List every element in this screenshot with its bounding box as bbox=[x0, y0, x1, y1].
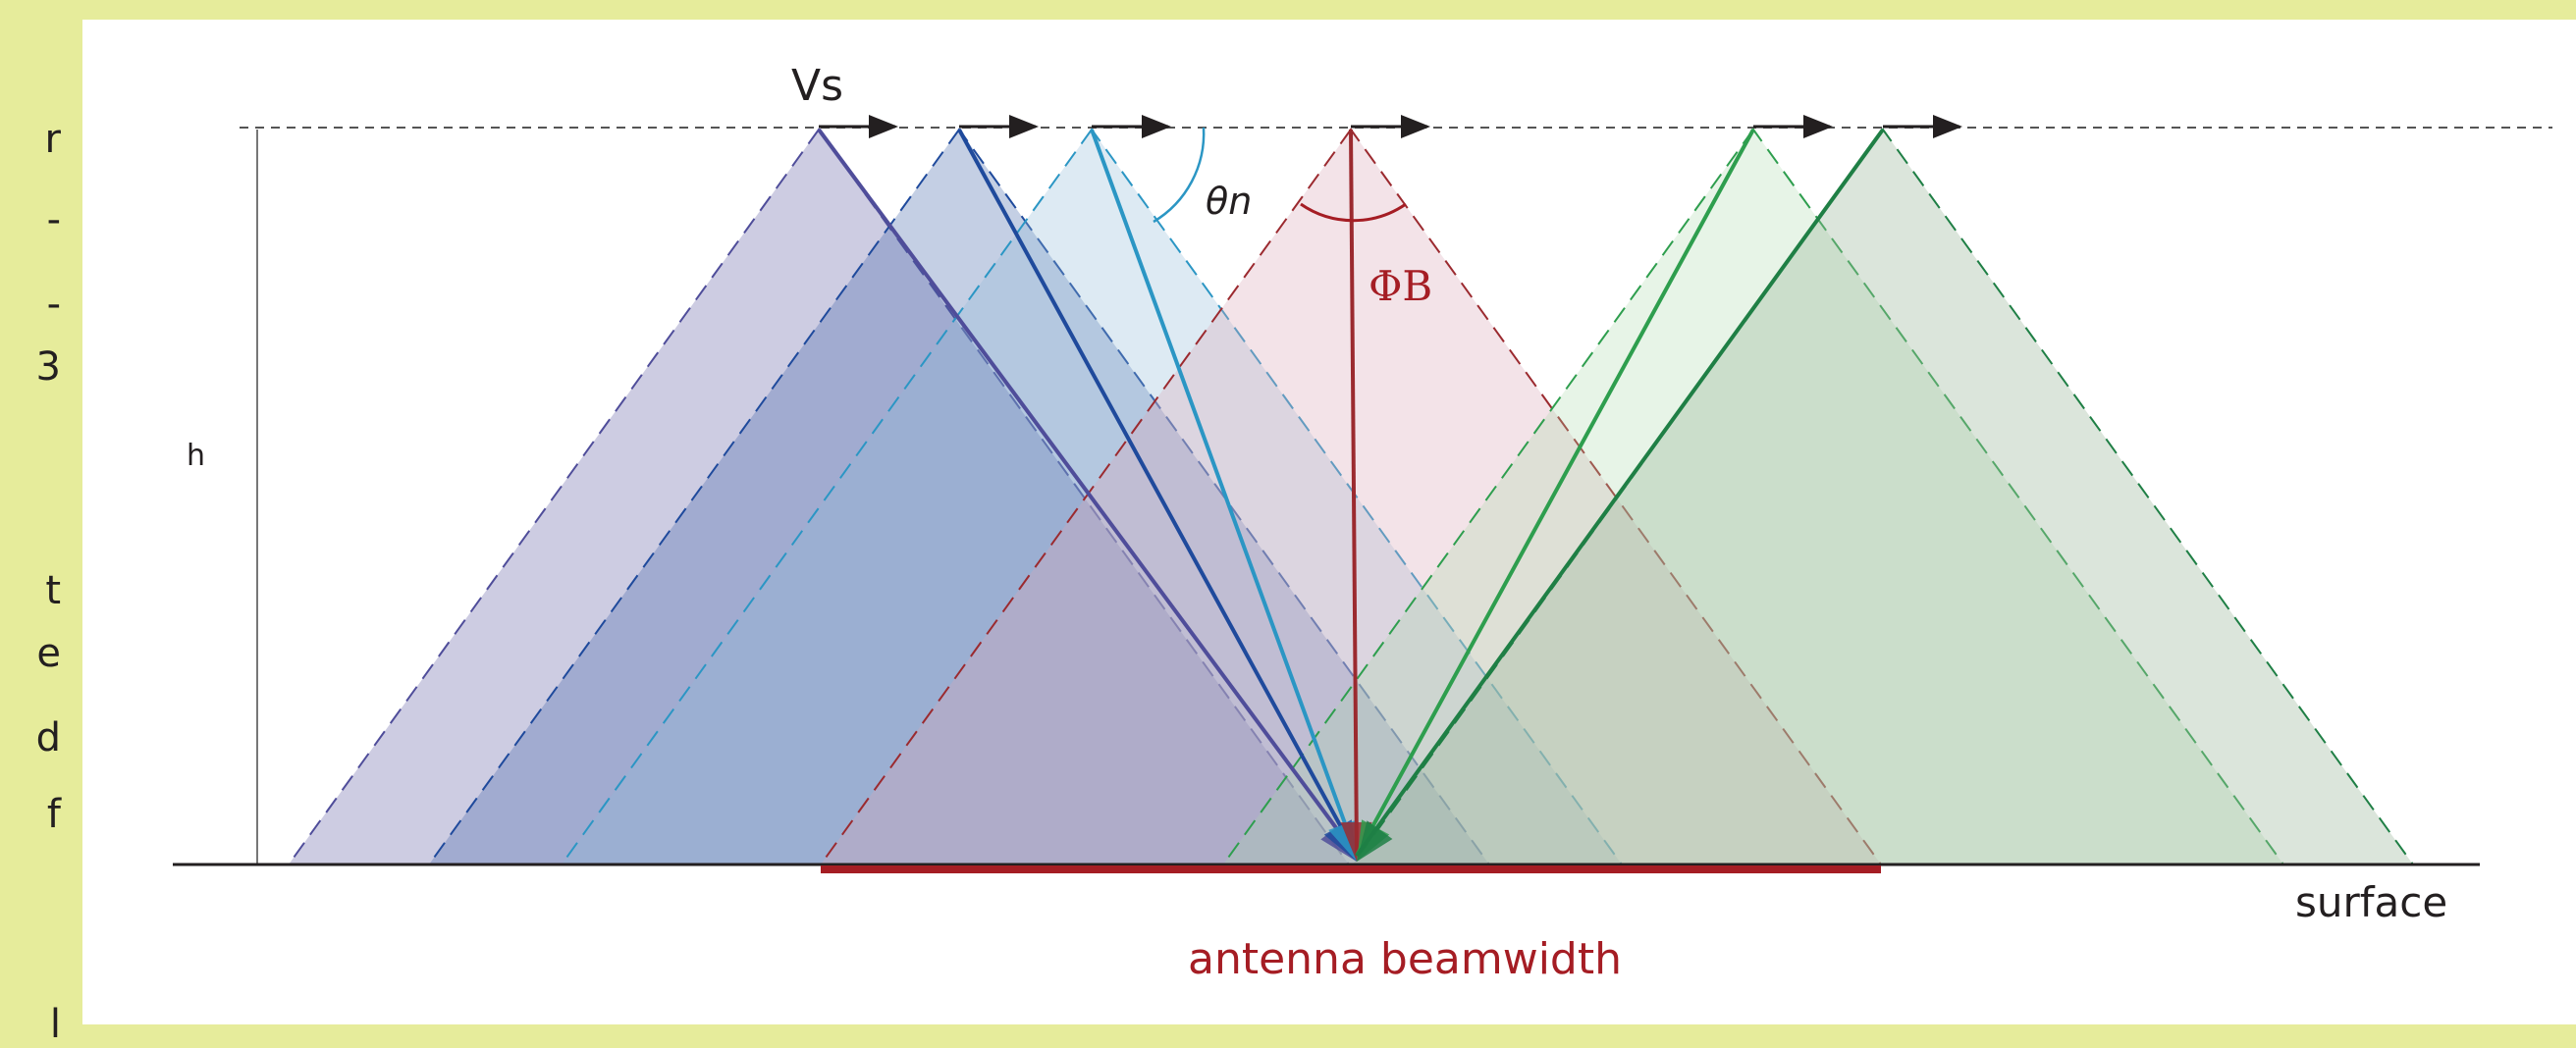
beam-1-look-vector bbox=[817, 128, 1359, 858]
beam-5-look-vector bbox=[1355, 129, 1755, 857]
side-text-fragment: e bbox=[36, 631, 61, 676]
phi-b-label: ΦB bbox=[1368, 262, 1432, 310]
theta-n-arc bbox=[1153, 127, 1206, 224]
side-text-fragment: d bbox=[35, 715, 61, 760]
beam-2-look-vector bbox=[957, 129, 1359, 857]
theta-n-label: θn bbox=[1206, 180, 1252, 223]
sar-geometry-diagram: Vs θn ΦB h surface antenna beamwidth bbox=[82, 20, 2576, 1024]
side-text-fragment: r bbox=[44, 117, 61, 162]
surface-label: surface bbox=[2295, 878, 2447, 926]
diagram-panel bbox=[82, 20, 2576, 1024]
beam-6-look-vector bbox=[1355, 128, 1885, 858]
beam-4-look-vector bbox=[1349, 129, 1359, 857]
side-text-fragment: - bbox=[46, 282, 61, 327]
phi-b-arc bbox=[1300, 202, 1407, 223]
look-vectors bbox=[817, 128, 1885, 862]
antenna-beamwidth-label: antenna beamwidth bbox=[1188, 934, 1622, 984]
side-text-fragment: f bbox=[46, 792, 61, 837]
side-text-fragment: - bbox=[46, 197, 61, 242]
h-label: h bbox=[187, 439, 205, 473]
vs-label: Vs bbox=[791, 61, 843, 111]
beam-6-arrowhead bbox=[1357, 820, 1393, 862]
beam-3-look-vector bbox=[1090, 129, 1359, 857]
side-text-fragment: 3 bbox=[35, 344, 61, 390]
side-text-fragment: t bbox=[45, 568, 61, 613]
